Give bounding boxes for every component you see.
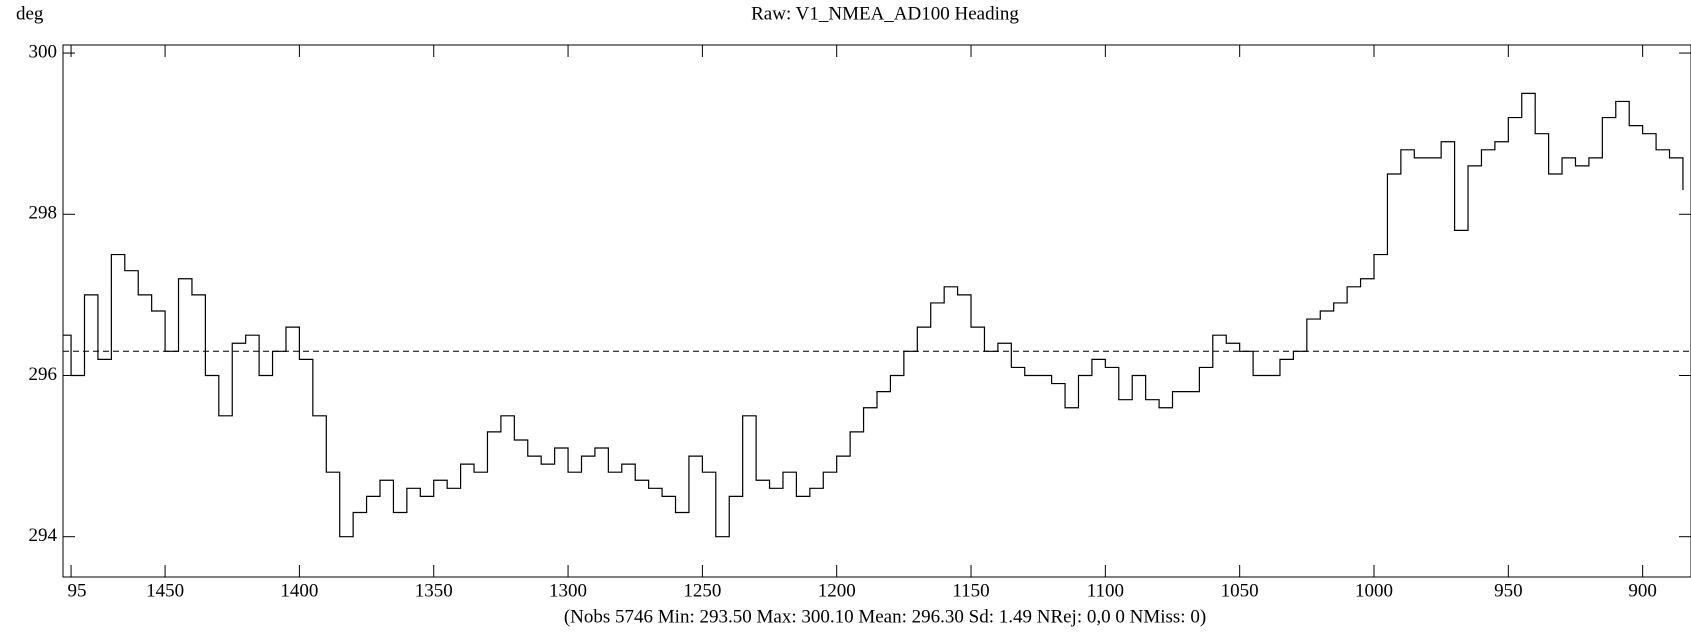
y-tick-label: 298 bbox=[29, 203, 58, 224]
x-tick-label: 950 bbox=[1494, 580, 1523, 601]
footer-stats: (Nobs 5746 Min: 293.50 Max: 300.10 Mean:… bbox=[564, 606, 1206, 627]
x-tick-label: 1200 bbox=[818, 580, 856, 601]
y-tick-label: 300 bbox=[29, 41, 58, 62]
plot-frame bbox=[62, 44, 1691, 578]
x-tick-label: 1050 bbox=[1221, 580, 1259, 601]
x-tick-label: 1400 bbox=[280, 580, 318, 601]
x-tick-label: 900 bbox=[1628, 580, 1657, 601]
y-tick-label: 296 bbox=[29, 364, 58, 385]
x-tick-label: 95 bbox=[68, 580, 87, 601]
chart-title: Raw: V1_NMEA_AD100 Heading bbox=[751, 3, 1019, 24]
x-tick-label: 1300 bbox=[549, 580, 587, 601]
x-tick-label: 1450 bbox=[146, 580, 184, 601]
x-tick-label: 1350 bbox=[415, 580, 453, 601]
data-line bbox=[63, 92, 1684, 538]
x-tick-label: 1100 bbox=[1087, 580, 1124, 601]
y-unit: deg bbox=[16, 3, 44, 24]
y-tick-label: 294 bbox=[29, 525, 58, 546]
x-tick-label: 1150 bbox=[952, 580, 989, 601]
x-tick-label: 1000 bbox=[1355, 580, 1393, 601]
x-tick-label: 1250 bbox=[683, 580, 721, 601]
